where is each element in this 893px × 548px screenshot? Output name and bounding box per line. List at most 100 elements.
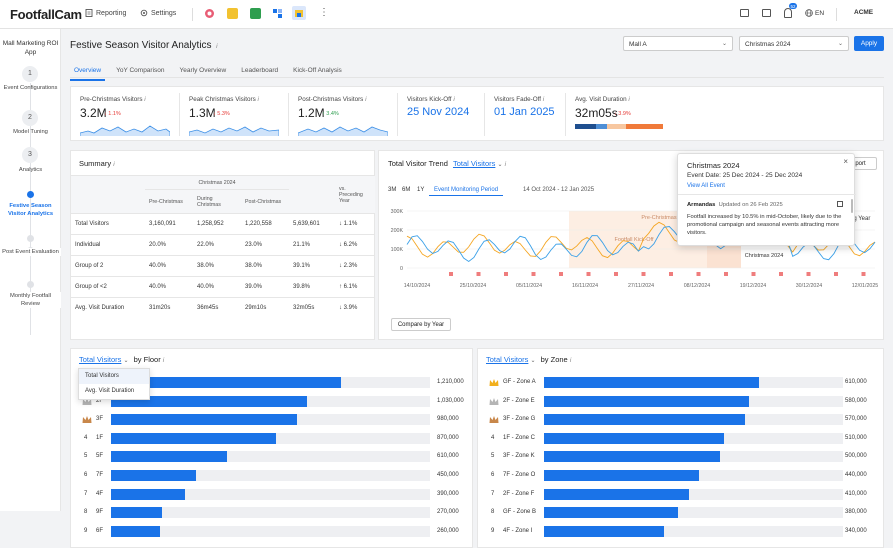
kpi-kick-off[interactable]: Visitors Kick-Off i 25 Nov 2024: [398, 87, 485, 142]
y-tick-label: 100K: [391, 247, 404, 253]
view-all-event-link[interactable]: View All Event: [687, 183, 725, 189]
leaderboard-row[interactable]: 4 1F - Zone C 510,000: [478, 431, 883, 448]
account-menu[interactable]: ACME: [854, 9, 874, 16]
mall-select[interactable]: Mall A ⌄: [623, 36, 733, 51]
divider: [678, 194, 856, 195]
nav-reporting-label: Reporting: [96, 9, 127, 17]
bar-value: 440,000: [845, 472, 867, 478]
tab-yoy-comparison[interactable]: YoY Comparison: [116, 67, 165, 74]
kpi-label: Visitors Kick-Off i: [407, 96, 455, 103]
app-logo[interactable]: FootfallCam: [10, 7, 82, 22]
kpi-peak-christmas[interactable]: Peak Christmas Visitors i 1.3M ↓ 5.3%: [180, 87, 289, 142]
more-icon[interactable]: ⋮: [319, 7, 329, 18]
integration-app-icon[interactable]: [272, 8, 283, 19]
kpi-fade-off[interactable]: Visitors Fade-Off i 01 Jan 2025: [485, 87, 566, 142]
close-icon[interactable]: ×: [843, 157, 848, 166]
leaderboard-row[interactable]: 2F 1,030,000: [71, 394, 472, 411]
kpi-label: Post-Christmas Visitors i: [298, 96, 367, 103]
leaderboard-row[interactable]: 9 6F 260,000: [71, 524, 472, 541]
leaderboard-row[interactable]: 6 7F 450,000: [71, 468, 472, 485]
chevron-down-icon[interactable]: ⌄: [123, 358, 129, 364]
substep-festive-season[interactable]: Festive Season Visitor Analytics: [7, 203, 54, 217]
bar-label: 1F: [96, 434, 104, 441]
tab-overview[interactable]: Overview: [70, 65, 106, 81]
leaderboard-row[interactable]: 5 3F - Zone K 500,000: [478, 449, 883, 466]
dropdown-option-avg-duration[interactable]: Avg. Visit Duration: [85, 388, 135, 394]
table-cell: 38.0%: [193, 255, 241, 277]
notes-app-icon[interactable]: [227, 8, 238, 19]
popup-scrollbar[interactable]: [851, 199, 853, 213]
window-icon[interactable]: [740, 9, 749, 17]
range-event-period[interactable]: Event Monitoring Period: [429, 185, 504, 196]
leaderboard-row[interactable]: 5 5F 610,000: [71, 449, 472, 466]
top-bar: FootfallCam Reporting Settings ⋮ 52 EN A…: [0, 0, 893, 29]
chevron-down-icon[interactable]: ⌄: [497, 162, 503, 168]
compare-partial-label[interactable]: ng Year: [850, 216, 871, 222]
bar-label: GF - Zone B: [503, 509, 537, 516]
step-label-event-configurations[interactable]: Event Configurations: [3, 85, 58, 91]
bell-icon[interactable]: [784, 8, 792, 18]
step-1-circle[interactable]: 1: [22, 66, 38, 82]
bar-label: 3F - Zone K: [503, 453, 535, 460]
language-selector[interactable]: EN: [805, 9, 824, 17]
leaderboard-row[interactable]: 9 4F - Zone I 340,000: [478, 524, 883, 541]
period-select[interactable]: Christmas 2024 ⌄: [739, 36, 849, 51]
tab-kickoff-analysis[interactable]: Kick-Off Analysis: [293, 67, 342, 74]
event-marker: [751, 272, 756, 276]
kpi-post-christmas[interactable]: Post-Christmas Visitors i 1.2M ↑ 3.4%: [289, 87, 398, 142]
step-label-model-tuning[interactable]: Model Tuning: [13, 129, 48, 135]
substep-monthly-review[interactable]: Monthly Footfall Review: [0, 292, 61, 308]
floor-metric-dropdown[interactable]: Total Visitors: [79, 355, 122, 364]
chart-annotation: Christmas 2024: [745, 253, 784, 259]
leaderboard-row[interactable]: 8 GF - Zone B 380,000: [478, 505, 883, 522]
dropdown-option-total-visitors[interactable]: Total Visitors: [79, 369, 149, 384]
leaderboard-row[interactable]: 2F - Zone E 580,000: [478, 394, 883, 411]
sidebar-title: Mall Marketing ROI App: [2, 40, 59, 56]
substep-post-event[interactable]: Post Event Evaluation: [0, 248, 61, 256]
delta-cell: ↓ 2.3%: [335, 255, 375, 277]
mall-app-icon[interactable]: [292, 6, 306, 20]
sheets-app-icon[interactable]: [250, 8, 261, 19]
leaderboard-row[interactable]: 7 4F 390,000: [71, 487, 472, 504]
bar-label: 3F - Zone G: [503, 416, 536, 423]
apply-button[interactable]: Apply: [854, 36, 884, 51]
nav-reporting[interactable]: Reporting: [85, 9, 126, 17]
compare-by-year-button[interactable]: Compare by Year: [391, 318, 451, 331]
rank-number: 5: [491, 453, 495, 460]
chat-icon[interactable]: [762, 9, 771, 17]
leaderboard-row[interactable]: 3F - Zone G 570,000: [478, 412, 883, 429]
range-3m[interactable]: 3M: [388, 187, 397, 193]
leaderboard-row[interactable]: 7 2F - Zone F 410,000: [478, 487, 883, 504]
range-6m[interactable]: 6M: [402, 187, 411, 193]
step-2-circle[interactable]: 2: [22, 110, 38, 126]
nav-settings[interactable]: Settings: [140, 9, 176, 17]
kpi-pre-christmas[interactable]: Pre-Christmas Visitors i 3.2M ↓ 1.1%: [71, 87, 181, 142]
step-3-circle[interactable]: 3: [22, 147, 38, 163]
edit-icon[interactable]: [837, 201, 843, 207]
zone-metric-dropdown[interactable]: Total Visitors: [486, 355, 529, 364]
table-cell: 38.0%: [241, 255, 289, 277]
table-cell: 29m10s: [241, 297, 289, 319]
divider: [836, 8, 837, 21]
tab-yearly-overview[interactable]: Yearly Overview: [179, 67, 227, 74]
info-icon[interactable]: i: [214, 43, 218, 50]
leaderboard-row[interactable]: 3F 980,000: [71, 412, 472, 429]
leaderboard-row[interactable]: 8 9F 270,000: [71, 505, 472, 522]
range-1y[interactable]: 1Y: [417, 187, 425, 193]
kpi-avg-duration[interactable]: Avg. Visit Duration i 32m05s ↓ 3.9%: [566, 87, 676, 142]
tab-leaderboard[interactable]: Leaderboard: [241, 67, 279, 74]
app-launcher-icon[interactable]: [204, 8, 215, 19]
bar-fill: [111, 451, 227, 463]
leaderboard-row[interactable]: 6 7F - Zone O 440,000: [478, 468, 883, 485]
stepper-line: [30, 83, 31, 335]
period-select-value: Christmas 2024: [745, 41, 791, 48]
step-label-analytics[interactable]: Analytics: [18, 167, 43, 173]
bar-label: 9F: [96, 509, 104, 516]
leaderboard-row[interactable]: 4 1F 870,000: [71, 431, 472, 448]
table-row: Group of <2 40.0% 40.0% 39.0% 39.8% ↑ 6.1%: [71, 276, 375, 298]
silver-crown-icon: [82, 397, 92, 405]
trend-metric-dropdown[interactable]: Total Visitors: [452, 159, 496, 168]
table-cell: 3,160,091: [145, 213, 193, 235]
chevron-down-icon[interactable]: ⌄: [530, 358, 536, 364]
leaderboard-row[interactable]: GF - Zone A 610,000: [478, 375, 883, 392]
